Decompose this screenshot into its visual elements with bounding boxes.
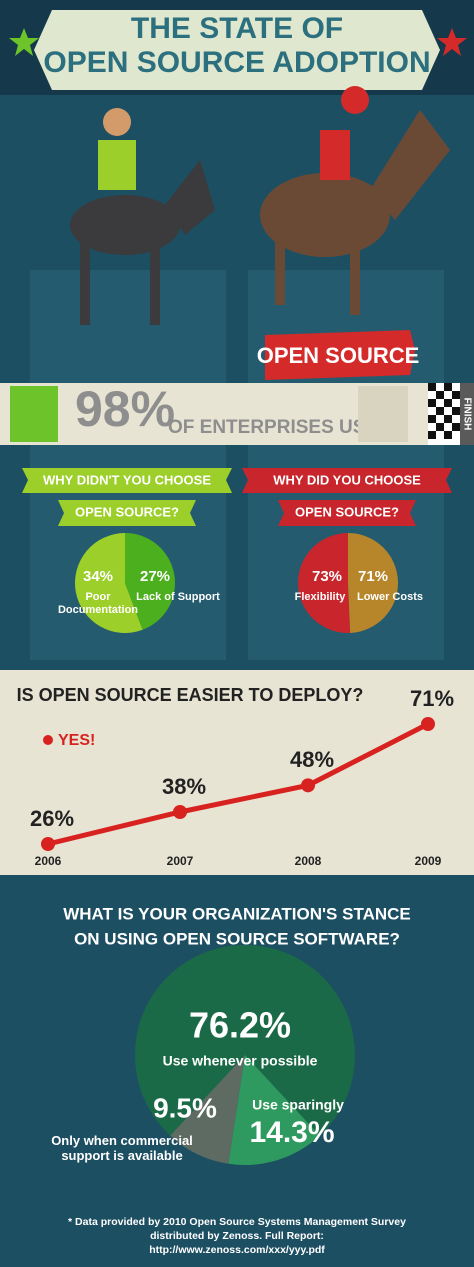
ribbon [58,500,196,526]
line-title: IS OPEN SOURCE EASIER TO DEPLOY? [17,685,364,705]
slice-category-label: Only when commercial support is available [51,1133,193,1163]
slice-value-label: 27% [140,568,170,585]
point [173,805,187,819]
point [301,778,315,793]
enterprise-text: OF ENTERPRISES USE [168,417,378,438]
value-label: 26% [30,806,74,831]
pie-slice [348,533,398,633]
x-tick-label: 2009 [415,854,442,868]
horse-illustration [260,86,450,315]
line-section [0,670,474,875]
horse-icon [358,386,408,442]
x-tick-label: 2008 [295,854,322,868]
slice-value-label: 76.2% [189,1005,291,1046]
slice-category-label: Flexibility [295,591,347,603]
slice-value-label: 9.5% [153,1092,217,1123]
point [41,837,55,851]
slice-category-label: Poor Documentation [58,591,138,616]
open-source-ribbon [265,330,415,380]
legend-label: YES! [58,732,95,749]
star [9,28,39,56]
x-tick-label: 2007 [167,854,194,868]
enterprise-percent: 98% [75,381,175,437]
legend-marker [43,735,53,745]
pie-slice [228,1055,320,1165]
star [437,28,467,56]
slice-value-label: 34% [83,568,113,585]
open-source-label: OPEN SOURCE [257,343,420,368]
pie-slice [74,533,143,633]
slice-value-label: 71% [358,568,388,585]
finish-band [460,383,474,445]
slice-category-label: Use sparingly [252,1097,344,1113]
slice-value-label: 73% [312,568,342,585]
ribbon [22,468,232,493]
value-label: 48% [290,747,334,772]
point [421,717,435,731]
title: OPEN SOURCE ADOPTION [43,46,430,79]
pie-slice [125,533,175,630]
ribbon [242,468,452,493]
pie-title: ON USING OPEN SOURCE SOFTWARE? [74,929,400,948]
slice-category-label: Use whenever possible [163,1053,318,1069]
donkey-illustration [70,108,215,325]
pie-title: WHAT IS YOUR ORGANIZATION'S STANCE [63,904,411,923]
slice-category-label: Lower Costs [357,591,423,603]
title: THE STATE OF [131,12,343,45]
slice-value-label: 14.3% [249,1116,334,1149]
value-label: 38% [162,774,206,799]
line [47,721,430,847]
pie-slice [297,533,351,633]
ribbon [278,500,416,526]
pie-title: WHY DID YOU CHOOSE [273,472,421,487]
x-tick-label: 2006 [35,854,62,868]
slice-category-label: Lack of Support [136,591,220,603]
pie-title: WHY DIDN'T YOU CHOOSE [43,472,211,487]
donkey-icon [10,386,58,442]
value-label: 71% [410,686,454,711]
finish-label: FINISH [461,398,472,431]
pie-slice [134,945,355,1136]
pie-title: OPEN SOURCE? [295,504,399,519]
pie-slice [170,1055,245,1164]
footnote: * Data provided by 2010 Open Source Syst… [68,1216,406,1256]
header-ribbon [34,10,440,90]
pie-title: OPEN SOURCE? [75,504,179,519]
checkered-flag [428,383,460,445]
